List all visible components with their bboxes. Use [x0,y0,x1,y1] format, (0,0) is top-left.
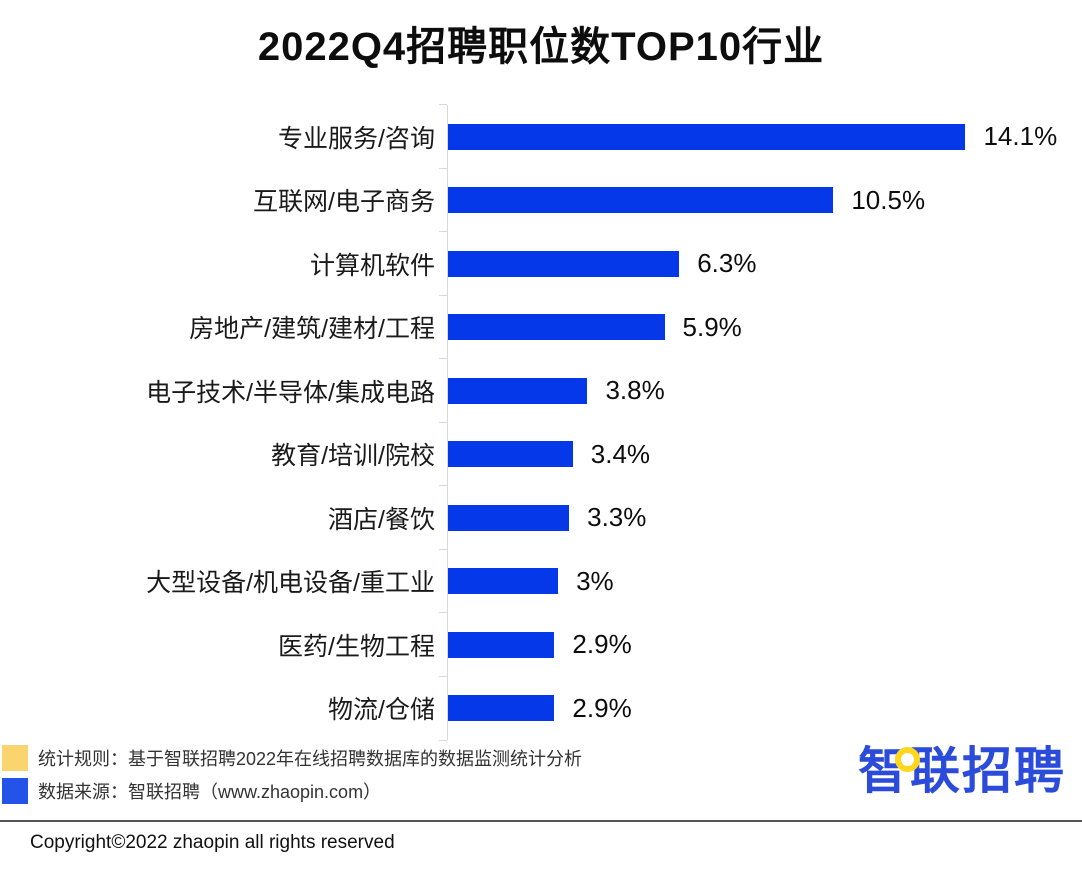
bar [448,377,588,404]
category-label: 专业服务/咨询 [278,124,435,153]
zhaopin-logo: 智联招聘 [858,742,1066,800]
bar-zone: 3% [439,548,1082,613]
note-data-source: 数据来源：智联招聘（www.zhaopin.com） [2,778,582,804]
value-label: 14.1% [983,121,1058,152]
bar [448,314,665,341]
category-label: 医药/生物工程 [278,632,435,661]
category-label: 电子技术/半导体/集成电路 [146,378,435,407]
bar-row: 大型设备/机电设备/重工业 3% [0,548,1082,613]
yellow-swatch-icon [2,745,28,771]
value-label: 2.9% [572,692,632,723]
zhaopin-logo-ring-icon [895,747,920,772]
value-label: 3.8% [605,375,665,406]
category-label: 计算机软件 [309,251,435,280]
note-statistics-rule: 统计规则：基于智联招聘2022年在线招聘数据库的数据监测统计分析 [2,745,582,771]
value-label: 5.9% [682,311,742,342]
category-label: 互联网/电子商务 [253,188,435,217]
copyright-text: Copyright©2022 zhaopin all rights reserv… [30,832,395,853]
category-label: 大型设备/机电设备/重工业 [146,569,435,598]
bar [448,123,966,150]
value-label: 10.5% [851,184,926,215]
bar-zone: 6.3% [439,231,1082,296]
bar-row: 互联网/电子商务 10.5% [0,167,1082,232]
bar [448,504,570,531]
bar [448,441,573,468]
bar [448,631,555,658]
footnotes: 统计规则：基于智联招聘2022年在线招聘数据库的数据监测统计分析 数据来源：智联… [2,745,582,811]
value-label: 6.3% [697,248,757,279]
bar [448,187,834,214]
bar-row: 计算机软件 6.3% [0,231,1082,296]
bar-chart: 专业服务/咨询 14.1% 互联网/电子商务 10.5% 计算机软件 6.3% 房地产/建筑… [0,104,1082,741]
bar-zone: 5.9% [439,294,1082,359]
bar-row: 房地产/建筑/建材/工程 5.9% [0,294,1082,359]
bar-zone: 10.5% [439,167,1082,232]
bar [448,695,555,722]
value-label: 3.3% [587,502,647,533]
category-label: 物流/仓储 [328,696,435,725]
bar-zone: 3.8% [439,358,1082,423]
bar [448,250,680,277]
bar-row: 电子技术/半导体/集成电路 3.8% [0,358,1082,423]
bar-zone: 3.3% [439,485,1082,550]
bar-zone: 14.1% [439,104,1082,169]
bar [448,568,559,595]
bar-row: 专业服务/咨询 14.1% [0,104,1082,169]
bar-zone: 2.9% [439,612,1082,677]
bar-zone: 2.9% [439,675,1082,741]
footer: Copyright©2022 zhaopin all rights reserv… [0,820,1082,854]
bar-row: 医药/生物工程 2.9% [0,612,1082,677]
category-label: 酒店/餐饮 [328,505,435,534]
note-text: 统计规则：基于智联招聘2022年在线招聘数据库的数据监测统计分析 [38,749,583,769]
value-label: 2.9% [572,629,632,660]
value-label: 3% [576,565,614,596]
blue-swatch-icon [2,778,28,804]
bar-row: 教育/培训/院校 3.4% [0,421,1082,486]
bar-row: 酒店/餐饮 3.3% [0,485,1082,550]
chart-title: 2022Q4招聘职位数TOP10行业 [257,25,825,69]
category-label: 房地产/建筑/建材/工程 [189,315,435,344]
zhaopin-logo-text: 智联招聘 [858,743,1066,799]
note-text: 数据来源：智联招聘（www.zhaopin.com） [38,782,382,802]
bar-zone: 3.4% [439,421,1082,486]
bar-row: 物流/仓储 2.9% [0,675,1082,741]
category-label: 教育/培训/院校 [271,442,435,471]
value-label: 3.4% [590,438,651,469]
